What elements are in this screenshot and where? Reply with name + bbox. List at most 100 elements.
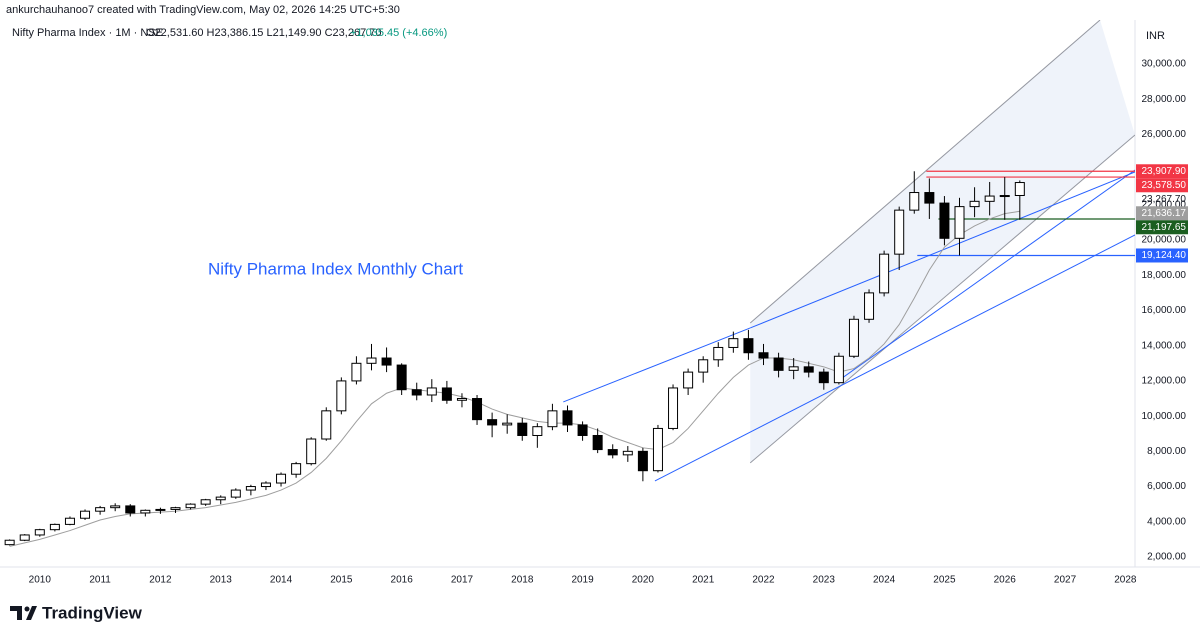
candle-body [637, 450, 648, 472]
y-tick-label: 30,000.00 [1142, 59, 1187, 70]
x-tick-label: 2026 [994, 575, 1017, 586]
x-tick-label: 2020 [632, 575, 655, 586]
candle-body [818, 371, 829, 384]
symbol: Nifty Pharma Index · 1M · NSE [12, 27, 163, 39]
candle-body [728, 338, 739, 348]
annotation: Nifty Pharma Index Monthly Chart [208, 259, 463, 278]
candle-body [351, 362, 362, 382]
candle-body [441, 387, 452, 401]
candle-body [34, 529, 45, 536]
x-tick-label: 2014 [270, 575, 293, 586]
candle-body [954, 206, 965, 239]
channel-upper [749, 20, 1101, 324]
candle-body [366, 357, 377, 364]
candle-body [622, 450, 633, 456]
price-label: 21,636.17 [1142, 208, 1187, 219]
candle-body [306, 438, 317, 465]
x-tick-label: 2021 [692, 575, 715, 586]
candle-body [276, 473, 287, 484]
x-tick-label: 2015 [330, 575, 353, 586]
price-label-box [1136, 178, 1188, 193]
candle-body [577, 424, 588, 436]
plot-area [4, 20, 1135, 547]
candle-body [592, 434, 603, 451]
candle-body [894, 209, 905, 255]
candle-body [924, 192, 935, 204]
y-tick-label: 8,000.00 [1147, 446, 1186, 457]
candle-body [969, 200, 980, 208]
price-label: 19,124.40 [1142, 250, 1187, 261]
candle-body [19, 534, 30, 541]
candle-body [562, 410, 573, 426]
candle-body [984, 195, 995, 202]
credit: ankurchauhanoo7 created with TradingView… [6, 4, 400, 16]
x-tick-label: 2012 [149, 575, 172, 586]
candle-body [909, 192, 920, 211]
candle-body [607, 449, 618, 456]
price-label-box [1136, 220, 1188, 235]
candle-body [170, 507, 181, 510]
x-tick-label: 2017 [451, 575, 474, 586]
price-label-box [1136, 248, 1188, 263]
x-tick-label: 2016 [391, 575, 414, 586]
x-tick-label: 2022 [752, 575, 775, 586]
price-label-box [1136, 206, 1188, 221]
candle-body [110, 505, 121, 509]
candle-body [547, 410, 558, 428]
candle-body [848, 318, 859, 357]
candle-body [803, 366, 814, 373]
candle-body [49, 523, 60, 531]
candle-body [411, 389, 422, 396]
candle-body [833, 355, 844, 384]
candle-body [4, 539, 15, 546]
x-tick-label: 2023 [813, 575, 836, 586]
y-tick-label: 2,000.00 [1147, 552, 1186, 563]
trendline [563, 327, 751, 403]
channel-fill [750, 20, 1135, 463]
candle-body [291, 463, 302, 475]
x-tick-label: 2028 [1114, 575, 1137, 586]
candle-body [155, 508, 166, 511]
candle-body [64, 517, 75, 525]
candle-body [200, 499, 211, 505]
x-tick-label: 2027 [1054, 575, 1077, 586]
candle-body [456, 398, 467, 401]
candle-body [487, 419, 498, 426]
candle-body [396, 364, 407, 391]
candle-body [517, 422, 528, 436]
x-tick-label: 2013 [210, 575, 233, 586]
candle-body [532, 426, 543, 436]
candle-body [215, 496, 226, 501]
currency: INR [1146, 30, 1165, 42]
brand: TradingView [42, 603, 143, 622]
price-label-box [1136, 164, 1188, 179]
y-tick-label: 10,000.00 [1142, 411, 1187, 422]
candle-body [381, 357, 392, 366]
candle-body [668, 387, 679, 429]
candle-body [140, 509, 151, 514]
price-label: 23,907.90 [1142, 166, 1187, 177]
logo [10, 606, 37, 620]
channel-lower [749, 134, 1135, 464]
candle-body [336, 380, 347, 412]
candle-body [683, 371, 694, 389]
candle-body [260, 482, 271, 488]
y-tick-label: 16,000.00 [1142, 305, 1187, 316]
y-tick-label: 28,000.00 [1142, 94, 1187, 105]
candle-body [321, 410, 332, 440]
price-label: 23,267.70 [1142, 194, 1187, 205]
trendline [654, 234, 1135, 482]
y-tick-label: 14,000.00 [1142, 340, 1187, 351]
y-tick-label: 4,000.00 [1147, 516, 1186, 527]
x-tick-label: 2019 [571, 575, 594, 586]
moving-average [9, 210, 1020, 547]
candle-body [713, 346, 724, 361]
price-label: 21,197.65 [1142, 222, 1187, 233]
candle-body [652, 427, 663, 472]
candle-body [698, 359, 709, 373]
candle-body [788, 366, 799, 371]
candle-body [939, 202, 950, 239]
candle-body [426, 387, 437, 396]
candle-body [185, 503, 196, 509]
